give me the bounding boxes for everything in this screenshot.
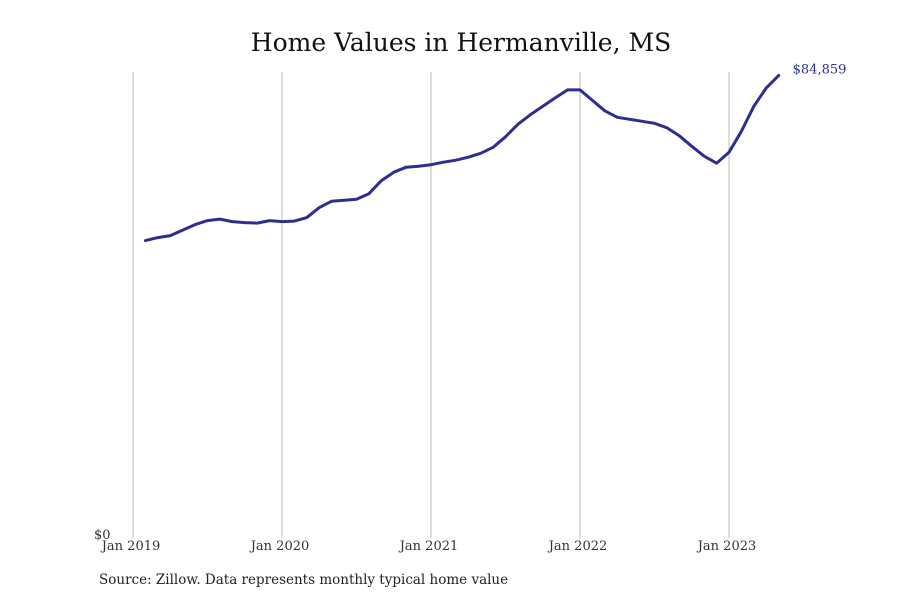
chart-title: Home Values in Hermanville, MS [251,28,671,57]
x-tick-label-2021-01: Jan 2021 [398,539,459,554]
x-tick-label-2020-01: Jan 2020 [249,539,310,554]
source-note: Source: Zillow. Data represents monthly … [99,572,509,588]
y-tick-label-zero: $0 [94,528,111,543]
series-line [143,73,781,243]
x-axis-ticks: Jan 2019 Jan 2020 Jan 2021 Jan 2022 Jan 2023 [100,539,757,554]
x-tick-label-2022-01: Jan 2022 [547,539,608,554]
gridlines [132,72,730,538]
x-tick-label-2023-01: Jan 2023 [696,539,757,554]
last-value-label: $84,859 [793,62,847,77]
x-tick-label-2019-01: Jan 2019 [100,539,161,554]
